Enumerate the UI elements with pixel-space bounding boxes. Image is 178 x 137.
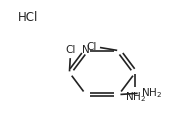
- Text: HCl: HCl: [18, 11, 38, 24]
- Text: Cl: Cl: [86, 42, 96, 52]
- Text: NH$_2$: NH$_2$: [125, 90, 146, 104]
- Text: NH$_2$: NH$_2$: [141, 86, 162, 100]
- Text: N: N: [82, 45, 90, 55]
- Text: Cl: Cl: [65, 45, 75, 55]
